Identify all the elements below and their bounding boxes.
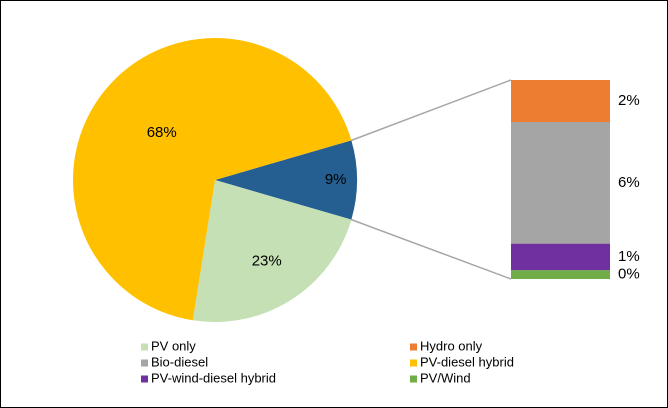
legend-label: PV/Wind bbox=[420, 370, 471, 385]
legend-label: PV-diesel hybrid bbox=[420, 354, 514, 369]
bar-label: 0% bbox=[618, 266, 640, 283]
bar-segment bbox=[511, 243, 610, 271]
legend-swatch bbox=[410, 375, 417, 383]
connector bbox=[351, 218, 512, 280]
pie-label: 23% bbox=[252, 252, 282, 269]
legend-swatch bbox=[141, 359, 148, 367]
pie-slice bbox=[215, 140, 357, 220]
connector bbox=[351, 79, 512, 142]
bar-label: 2% bbox=[618, 92, 640, 109]
bar-segment bbox=[511, 122, 610, 244]
legend-swatch bbox=[410, 359, 417, 367]
legend-label: PV only bbox=[151, 338, 196, 353]
legend-label: PV-wind-diesel hybrid bbox=[151, 370, 276, 385]
legend-swatch bbox=[141, 343, 148, 351]
legend-swatch bbox=[141, 375, 148, 383]
legend-label: Hydro only bbox=[420, 338, 483, 353]
legend-swatch bbox=[410, 343, 417, 351]
pie-slice bbox=[72, 37, 352, 321]
bar-label: 1% bbox=[618, 248, 640, 265]
pie-label: 68% bbox=[147, 124, 177, 141]
bar-segment bbox=[511, 80, 610, 123]
pie-slice bbox=[192, 180, 352, 322]
bar-segment bbox=[511, 270, 610, 279]
pie-label: 9% bbox=[325, 171, 347, 188]
legend-label: Bio-diesel bbox=[151, 354, 208, 369]
bar-label: 6% bbox=[618, 174, 640, 191]
